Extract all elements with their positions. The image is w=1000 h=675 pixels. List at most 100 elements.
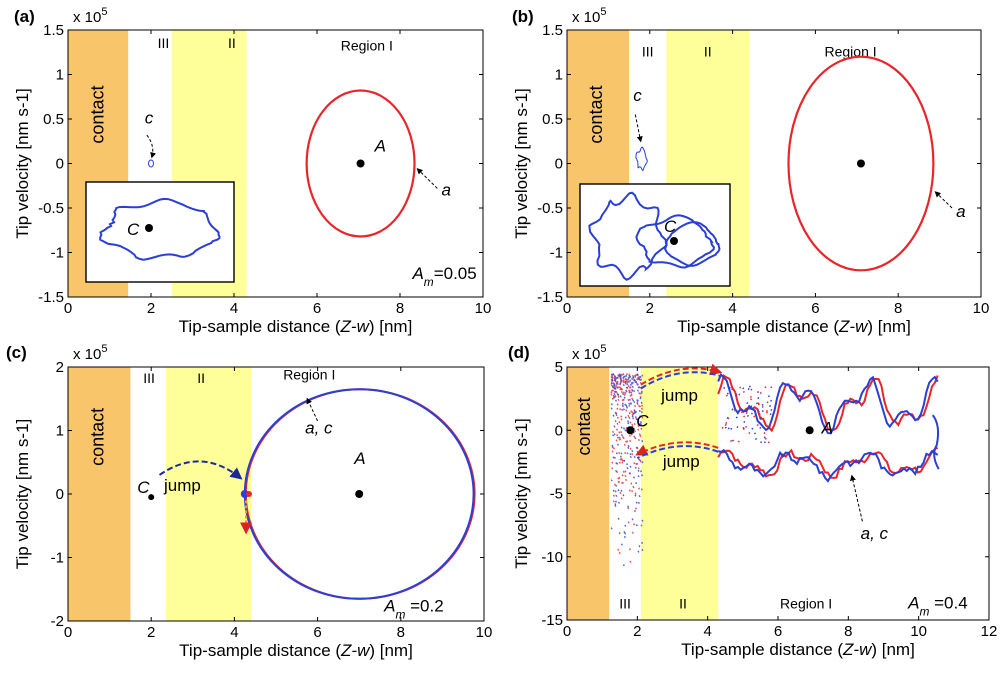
y-tick-label: 0 bbox=[555, 156, 563, 173]
y-tick-label: 1 bbox=[56, 423, 64, 440]
x-tick-label: 2 bbox=[147, 624, 155, 641]
point-a bbox=[805, 426, 814, 435]
x-axis-label-part: ) [nm] bbox=[871, 640, 914, 659]
region-i-label: Region I bbox=[780, 596, 832, 612]
arrow-c bbox=[146, 134, 157, 159]
contact-region bbox=[567, 367, 610, 620]
x-tick-label: 0 bbox=[64, 624, 72, 641]
panel-tag: (d) bbox=[508, 343, 530, 362]
inset-orbit-1 bbox=[588, 191, 668, 281]
point-c-label: C bbox=[636, 411, 649, 430]
arrow-a bbox=[934, 191, 953, 209]
jump-arrow-top-red bbox=[640, 363, 723, 386]
x-axis-label-part: Tip-sample distance ( bbox=[179, 317, 341, 336]
y-tick-label: 1.5 bbox=[542, 22, 563, 39]
y-axis-label: Tip velocity [nm s-1] bbox=[512, 88, 531, 239]
inset-box bbox=[85, 181, 235, 283]
jump-arrow-bottom-red bbox=[635, 441, 719, 456]
panel-a: 0 2 4 6 8 10 -1.5 -1 -0.5 0 0.5 1 1.5 x 105 Tip-sample… bbox=[13, 6, 491, 336]
am-label-part: m bbox=[919, 605, 929, 619]
y-multiplier: x 105 bbox=[73, 343, 107, 363]
region-ii-label: II bbox=[704, 44, 712, 60]
region-i-label: Region I bbox=[283, 367, 335, 383]
y-exponent: 5 bbox=[600, 343, 606, 355]
x-tick-label: 8 bbox=[894, 300, 902, 317]
jump-label-bottom: jump bbox=[662, 452, 700, 471]
panel-tag: (c) bbox=[6, 343, 27, 362]
y-multiplier: x 105 bbox=[572, 343, 606, 363]
y-tick-label: 0 bbox=[555, 422, 563, 439]
y-axis-label: Tip velocity [nm s-1] bbox=[13, 88, 32, 239]
point-a bbox=[356, 159, 365, 168]
jump-label-top: jump bbox=[660, 386, 698, 405]
x-tick-label: 2 bbox=[147, 300, 155, 317]
x-axis-label-part: Z-w bbox=[842, 640, 873, 659]
y-multiplier: x 105 bbox=[572, 6, 606, 26]
annotation-ac: a, c bbox=[861, 524, 889, 543]
inset-point-c bbox=[145, 224, 153, 232]
x-tick-label: 10 bbox=[973, 300, 990, 317]
am-label-part: =0.2 bbox=[405, 596, 443, 615]
x-tick-label: 6 bbox=[313, 300, 321, 317]
x-tick-label: 4 bbox=[230, 300, 238, 317]
am-label-part: m bbox=[424, 275, 434, 289]
y-axis-label: Tip velocity [nm s-1] bbox=[13, 419, 32, 570]
x-axis-label: Tip-sample distance (Z-w) [nm] bbox=[179, 317, 413, 336]
annotation-a: a bbox=[956, 202, 965, 221]
point-a bbox=[856, 159, 865, 168]
x-axis-label: Tip-sample distance (Z-w) [nm] bbox=[677, 317, 911, 336]
y-tick-label: 1.5 bbox=[43, 22, 64, 39]
contact-label: contact bbox=[586, 86, 606, 144]
am-label: Am =0.2 bbox=[383, 596, 444, 621]
am-label-part: m bbox=[396, 607, 406, 621]
jump-label: jump bbox=[163, 476, 201, 495]
axes-box bbox=[566, 366, 990, 621]
lower-orbit-red bbox=[717, 446, 939, 479]
y-tick-label: 0 bbox=[56, 486, 64, 503]
contact-trajectory-blue bbox=[610, 373, 644, 567]
y-tick-label: -0.5 bbox=[537, 200, 563, 217]
x-tick-label: 8 bbox=[397, 624, 405, 641]
inset-label-c: C bbox=[664, 217, 677, 236]
x-axis-label: Tip-sample distance (Z-w) [nm] bbox=[179, 641, 413, 660]
annotation-ac: a, c bbox=[305, 419, 333, 438]
inset-box bbox=[579, 183, 731, 287]
y-tick-label: -0.5 bbox=[38, 200, 64, 217]
x-tick-label: 6 bbox=[313, 624, 321, 641]
contact-label: contact bbox=[87, 408, 107, 466]
x-tick-label: 2 bbox=[633, 623, 641, 640]
jump-point-red bbox=[245, 491, 252, 497]
am-label: Am =0.4 bbox=[907, 594, 968, 619]
y-tick-label: -1.5 bbox=[38, 289, 64, 306]
contact-label: contact bbox=[574, 397, 594, 455]
region-ii-label: II bbox=[197, 370, 205, 386]
y-exponent: 5 bbox=[600, 6, 606, 18]
arrow-a bbox=[416, 167, 438, 189]
y-tick-label: -5 bbox=[550, 486, 563, 503]
inset-label-c: C bbox=[127, 220, 140, 239]
point-c-label: c bbox=[145, 108, 154, 127]
x-tick-label: 10 bbox=[475, 300, 492, 317]
region-iii-label: III bbox=[143, 370, 155, 386]
point-c bbox=[626, 426, 635, 435]
arrow-ac bbox=[306, 397, 319, 422]
point-c bbox=[148, 494, 155, 501]
y-axis-label: Tip velocity [nm s-1] bbox=[512, 418, 531, 569]
panel-tag: (a) bbox=[14, 7, 35, 26]
y-tick-label: -2 bbox=[51, 613, 64, 630]
contact-label: contact bbox=[87, 86, 107, 144]
x-tick-label: 10 bbox=[476, 624, 493, 641]
point-c-label: C bbox=[137, 478, 150, 497]
region-i-label: Region I bbox=[341, 37, 393, 53]
y-tick-label: 1 bbox=[56, 67, 64, 84]
point-c-label: c bbox=[633, 86, 642, 105]
inset-orbit bbox=[99, 197, 221, 261]
am-label-part: A bbox=[383, 596, 395, 615]
y-tick-label: 5 bbox=[555, 359, 563, 376]
am-label: Am=0.05 bbox=[411, 264, 476, 289]
scatter-region-i-blue bbox=[723, 385, 773, 444]
region-iii-label: III bbox=[619, 596, 631, 612]
x-axis-label-part: Z-w bbox=[340, 317, 371, 336]
